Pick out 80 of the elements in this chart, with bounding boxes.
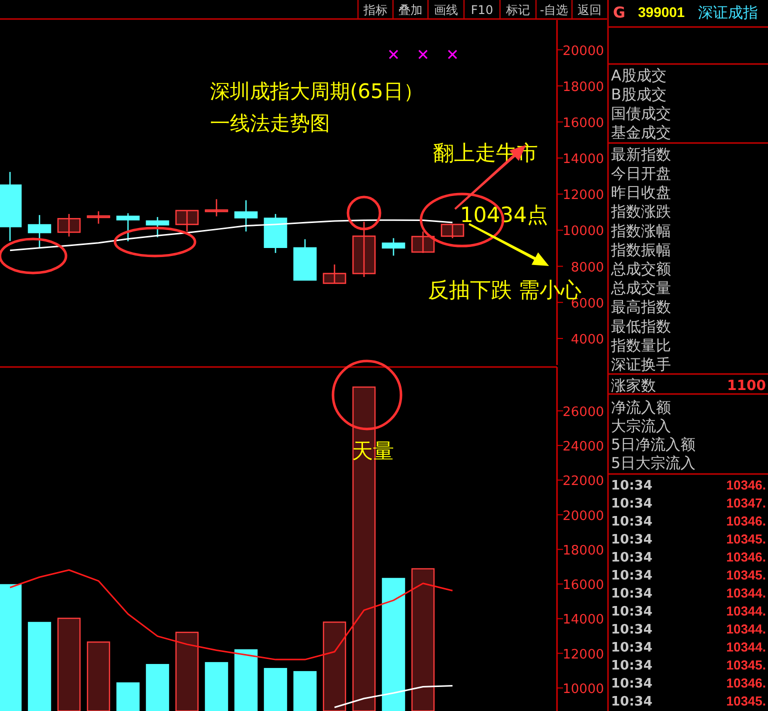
y-tick-label: 12000 bbox=[562, 647, 604, 662]
y-tick-label: 20000 bbox=[562, 508, 604, 524]
text: 返回 bbox=[578, 3, 602, 17]
y-tick-label: 18000 bbox=[562, 543, 604, 558]
text: 最低指数 bbox=[611, 317, 671, 336]
text: 今日开盘 bbox=[611, 164, 671, 182]
text: 10:34 bbox=[611, 694, 652, 710]
text: 10344. bbox=[726, 586, 766, 601]
line-series bbox=[9, 219, 454, 252]
line-series bbox=[334, 684, 454, 708]
text: 10:34 bbox=[611, 514, 652, 530]
text: 10346. bbox=[726, 676, 766, 691]
y-tick-label: 16000 bbox=[562, 116, 604, 131]
text: 10345. bbox=[726, 694, 766, 709]
text: 399001 bbox=[638, 4, 685, 20]
text: 标记 bbox=[505, 3, 530, 17]
text: 国债成交 bbox=[611, 104, 671, 122]
text: 1100 bbox=[727, 378, 766, 394]
text: A股成交 bbox=[611, 66, 666, 84]
text: 最新指数 bbox=[611, 145, 671, 164]
y-tick-label: 12000 bbox=[562, 188, 604, 204]
text: 指数振幅 bbox=[610, 240, 671, 259]
text: 10344. bbox=[726, 622, 766, 637]
text: 深证成指 bbox=[698, 3, 758, 22]
text: 指数涨跌 bbox=[610, 202, 671, 221]
text: 10345. bbox=[726, 568, 766, 583]
y-tick-label: 16000 bbox=[562, 578, 604, 594]
text: 10:34 bbox=[611, 676, 652, 692]
text: 10347. bbox=[726, 496, 766, 511]
text: 10:34 bbox=[611, 604, 652, 620]
y-tick-label: 22000 bbox=[562, 474, 604, 490]
text: 指数量比 bbox=[610, 336, 671, 354]
text: 5日净流入额 bbox=[611, 435, 696, 454]
text: G bbox=[613, 3, 626, 22]
y-tick-label: 24000 bbox=[562, 439, 604, 454]
y-tick-label: 20000 bbox=[562, 44, 604, 59]
text: 10:34 bbox=[611, 532, 652, 548]
y-tick-label: 26000 bbox=[562, 404, 604, 420]
text: 10344. bbox=[726, 640, 766, 655]
text: B股成交 bbox=[611, 85, 666, 104]
y-tick-label: 14000 bbox=[562, 612, 604, 628]
text: 10:34 bbox=[611, 550, 652, 566]
text: 10346. bbox=[726, 514, 766, 529]
text: 昨日收盘 bbox=[611, 184, 671, 202]
text: 10346. bbox=[726, 550, 766, 565]
text: 10344. bbox=[726, 604, 766, 619]
y-tick-label: 10000 bbox=[562, 682, 604, 697]
text: 净流入额 bbox=[611, 398, 671, 416]
y-tick-label: 8000 bbox=[570, 260, 604, 276]
text: 基金成交 bbox=[611, 123, 671, 142]
text: 指标 bbox=[362, 3, 388, 17]
y-tick-label: 10000 bbox=[562, 224, 604, 240]
text: 10346. bbox=[726, 478, 766, 493]
text: 10:34 bbox=[611, 658, 652, 674]
text: 总成交量 bbox=[610, 279, 671, 298]
text: 叠加 bbox=[398, 3, 422, 17]
text: 一线法走势图 bbox=[210, 111, 330, 135]
text: 10345. bbox=[726, 532, 766, 547]
text: 10345. bbox=[726, 658, 766, 673]
text: 深圳成指大周期(65日） bbox=[210, 79, 424, 103]
text: 10:34 bbox=[611, 640, 652, 656]
y-tick-label: 14000 bbox=[562, 152, 604, 168]
text: 10:34 bbox=[611, 496, 652, 512]
text: F10 bbox=[470, 3, 494, 17]
line-series bbox=[9, 569, 454, 660]
text: 总成交额 bbox=[610, 260, 671, 278]
text: 涨家数 bbox=[611, 376, 656, 394]
text: 10:34 bbox=[611, 586, 652, 602]
text: 5日大宗流入 bbox=[611, 454, 696, 472]
y-tick-label: 4000 bbox=[570, 332, 604, 348]
text: 深证换手 bbox=[611, 356, 671, 374]
text: -自选 bbox=[540, 3, 568, 17]
text: 指数涨幅 bbox=[610, 222, 671, 240]
text: 大宗流入 bbox=[611, 416, 671, 435]
y-tick-label: 18000 bbox=[562, 80, 604, 95]
text: 10:34 bbox=[611, 568, 652, 584]
text: 10:34 bbox=[611, 478, 652, 494]
text: 10:34 bbox=[611, 622, 652, 638]
text: 最高指数 bbox=[611, 298, 671, 316]
text: 画线 bbox=[434, 3, 458, 17]
